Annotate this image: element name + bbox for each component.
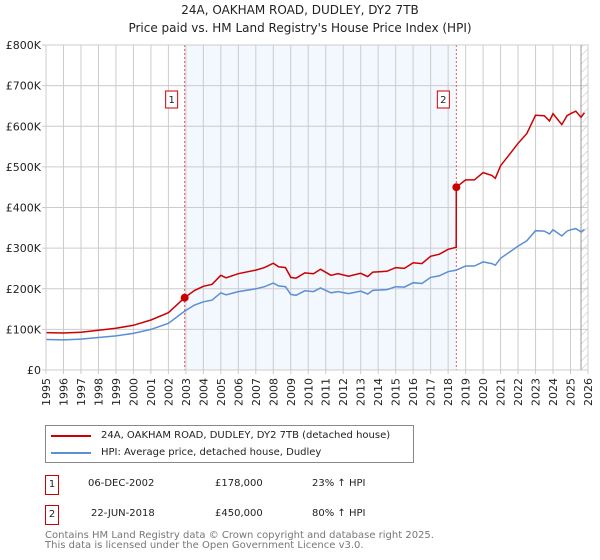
sale-marker-label: 2	[440, 95, 446, 106]
x-tick-label: 2009	[285, 378, 298, 406]
x-tick-label: 2025	[565, 378, 578, 406]
price-paid-line	[45, 110, 586, 334]
x-tick-label: 2011	[320, 378, 333, 406]
x-tick-label: 2005	[215, 378, 228, 406]
x-tick-label: 1996	[57, 378, 70, 406]
legend-label: HPI: Average price, detached house, Dudl…	[101, 447, 322, 458]
legend-swatch-blue	[51, 451, 91, 454]
sale-marker-label: 2	[45, 505, 59, 525]
x-tick-label: 2006	[232, 378, 245, 406]
x-tick-label: 1999	[110, 378, 123, 406]
sale-row: 2 22-JUN-2018 £450,000 80% ↑ HPI	[45, 505, 445, 525]
sale-hpi-diff: 23% ↑ HPI	[312, 478, 366, 489]
x-tick-label: 2004	[197, 378, 210, 406]
y-tick-label: £200K	[6, 283, 42, 296]
x-tick-label: 2026	[582, 378, 595, 406]
y-tick-label: £300K	[6, 242, 42, 255]
x-tick-label: 2024	[547, 378, 560, 406]
x-tick-label: 2019	[460, 378, 473, 406]
legend-item-property: 24A, OAKHAM ROAD, DUDLEY, DY2 7TB (detac…	[51, 430, 390, 441]
y-tick-label: £700K	[6, 80, 42, 93]
y-tick-label: £100K	[6, 323, 42, 336]
sale-date: 06-DEC-2002	[88, 478, 155, 489]
legend-label: 24A, OAKHAM ROAD, DUDLEY, DY2 7TB (detac…	[101, 430, 391, 441]
x-tick-label: 2007	[250, 378, 263, 406]
sale-row: 1 06-DEC-2002 £178,000 23% ↑ HPI	[45, 475, 445, 495]
x-tick-label: 2003	[180, 378, 193, 406]
plot-area: 1995 1996 1997 1998 1999 2000 2001 2002 2003 2004…	[6, 39, 595, 406]
chart-subtitle: Price paid vs. HM Land Registry's House …	[128, 21, 472, 35]
legend: 24A, OAKHAM ROAD, DUDLEY, DY2 7TB (detac…	[45, 425, 414, 463]
legend-swatch-red	[51, 434, 91, 437]
y-tick-label: £800K	[6, 39, 42, 52]
x-tick-label: 1997	[75, 378, 88, 406]
plot-border	[45, 44, 589, 371]
sale-hpi-diff: 80% ↑ HPI	[312, 508, 366, 519]
x-tick-label: 2021	[495, 378, 508, 406]
sale-point	[180, 293, 189, 302]
sale-date: 22-JUN-2018	[91, 508, 155, 519]
y-tick-label: £0	[27, 364, 41, 377]
chart-title: 24A, OAKHAM ROAD, DUDLEY, DY2 7TB	[181, 3, 419, 17]
x-tick-label: 2022	[512, 378, 525, 406]
x-tick-label: 2010	[302, 378, 315, 406]
x-tick-label: 2020	[477, 378, 490, 406]
y-tick-label: £400K	[6, 202, 42, 215]
hpi-line	[45, 227, 585, 341]
sale-marker-box	[165, 90, 179, 109]
footer-copyright: Contains HM Land Registry data © Crown c…	[45, 530, 434, 541]
x-tick-label: 2017	[425, 378, 438, 406]
sale-point	[452, 183, 461, 192]
x-tick-label: 2008	[267, 378, 280, 406]
x-tick-label: 2013	[355, 378, 368, 406]
x-tick-label: 2001	[145, 378, 158, 406]
sale-price: £178,000	[215, 478, 263, 489]
footer-licence: This data is licensed under the Open Gov…	[45, 540, 364, 551]
sale-marker-label: 1	[45, 475, 59, 495]
footer: Contains HM Land Registry data © Crown c…	[45, 531, 434, 551]
x-tick-label: 2012	[337, 378, 350, 406]
x-tick-label: 2002	[162, 378, 175, 406]
x-tick-label: 1998	[92, 378, 105, 406]
x-tick-label: 2016	[407, 378, 420, 406]
sale-marker-box	[436, 90, 450, 109]
x-tick-label: 2018	[442, 378, 455, 406]
x-tick-label: 2000	[127, 378, 140, 406]
x-tick-label: 2023	[530, 378, 543, 406]
sale-price: £450,000	[215, 508, 263, 519]
x-tick-label: 2015	[390, 378, 403, 406]
x-tick-label: 1995	[40, 378, 53, 406]
x-tick-label: 2014	[372, 378, 385, 406]
legend-item-hpi: HPI: Average price, detached house, Dudl…	[51, 447, 321, 458]
sale-marker-label: 1	[168, 95, 174, 106]
y-tick-label: £600K	[6, 120, 42, 133]
y-tick-label: £500K	[6, 161, 42, 174]
